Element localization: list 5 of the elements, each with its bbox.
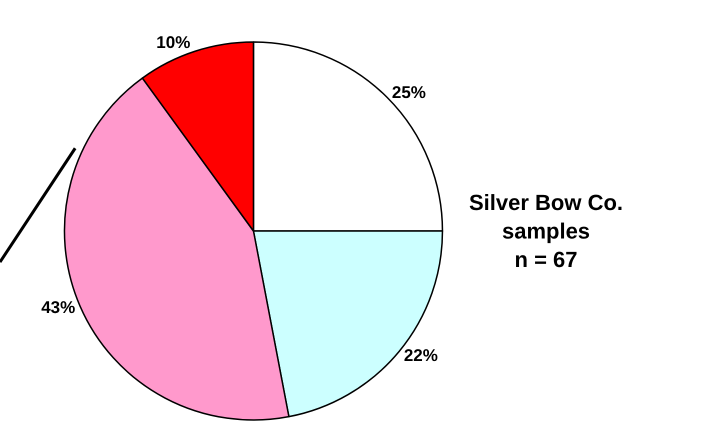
text: Silver Bow Co. samples n = 67: [469, 190, 624, 272]
data-label: 25%: [392, 83, 426, 102]
data-label: 43%: [41, 298, 76, 318]
data-label: 22%: [404, 346, 438, 365]
data-label: 10%: [156, 33, 190, 52]
